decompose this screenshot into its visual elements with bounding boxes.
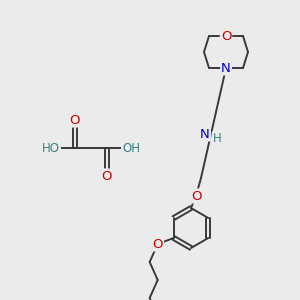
Text: O: O xyxy=(102,169,112,182)
Text: O: O xyxy=(191,190,201,202)
Text: N: N xyxy=(221,61,231,74)
Text: O: O xyxy=(70,113,80,127)
Text: H: H xyxy=(213,133,221,146)
Text: O: O xyxy=(221,29,231,43)
Text: N: N xyxy=(200,128,210,140)
Text: HO: HO xyxy=(42,142,60,154)
Text: O: O xyxy=(152,238,163,250)
Text: OH: OH xyxy=(122,142,140,154)
